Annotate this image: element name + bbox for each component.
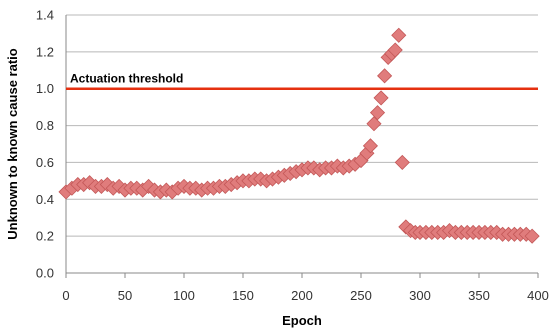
- grid-lines: [66, 14, 538, 237]
- y-tick-label: 0.2: [36, 229, 54, 244]
- x-tick-labels: 0 50 100 150 200 250 300 350 400: [62, 288, 548, 303]
- data-point: [373, 90, 389, 106]
- data-points: [58, 27, 540, 244]
- x-tick-label: 200: [291, 288, 313, 303]
- x-tick-label: 0: [62, 288, 69, 303]
- y-tick-labels: 0.0 0.2 0.4 0.6 0.8 1.0 1.2 1.4: [36, 8, 54, 281]
- data-point: [366, 116, 382, 132]
- data-point: [524, 228, 540, 244]
- y-tick-label: 0.6: [36, 155, 54, 170]
- y-tick-label: 1.2: [36, 44, 54, 59]
- data-point: [377, 68, 393, 84]
- x-tick-label: 50: [118, 288, 132, 303]
- y-tick-label: 0.4: [36, 192, 54, 207]
- y-tick-label: 0.8: [36, 118, 54, 133]
- threshold-label: Actuation threshold: [70, 72, 183, 86]
- axes: [65, 15, 539, 278]
- x-tick-label: 100: [173, 288, 195, 303]
- data-point: [362, 138, 379, 154]
- data-point: [387, 42, 403, 58]
- y-axis-title: Unknown to known cause ratio: [5, 48, 20, 239]
- y-tick-label: 1.4: [36, 8, 54, 23]
- y-tick-label: 1.0: [36, 81, 54, 96]
- data-point: [369, 105, 386, 121]
- data-point: [394, 154, 410, 170]
- y-tick-label: 0.0: [36, 266, 54, 281]
- x-tick-label: 350: [468, 288, 490, 303]
- x-tick-label: 300: [409, 288, 431, 303]
- data-point: [391, 27, 407, 43]
- x-axis-title: Epoch: [282, 313, 322, 328]
- x-tick-label: 250: [350, 288, 372, 303]
- x-tick-label: 400: [527, 288, 549, 303]
- x-tick-label: 150: [232, 288, 254, 303]
